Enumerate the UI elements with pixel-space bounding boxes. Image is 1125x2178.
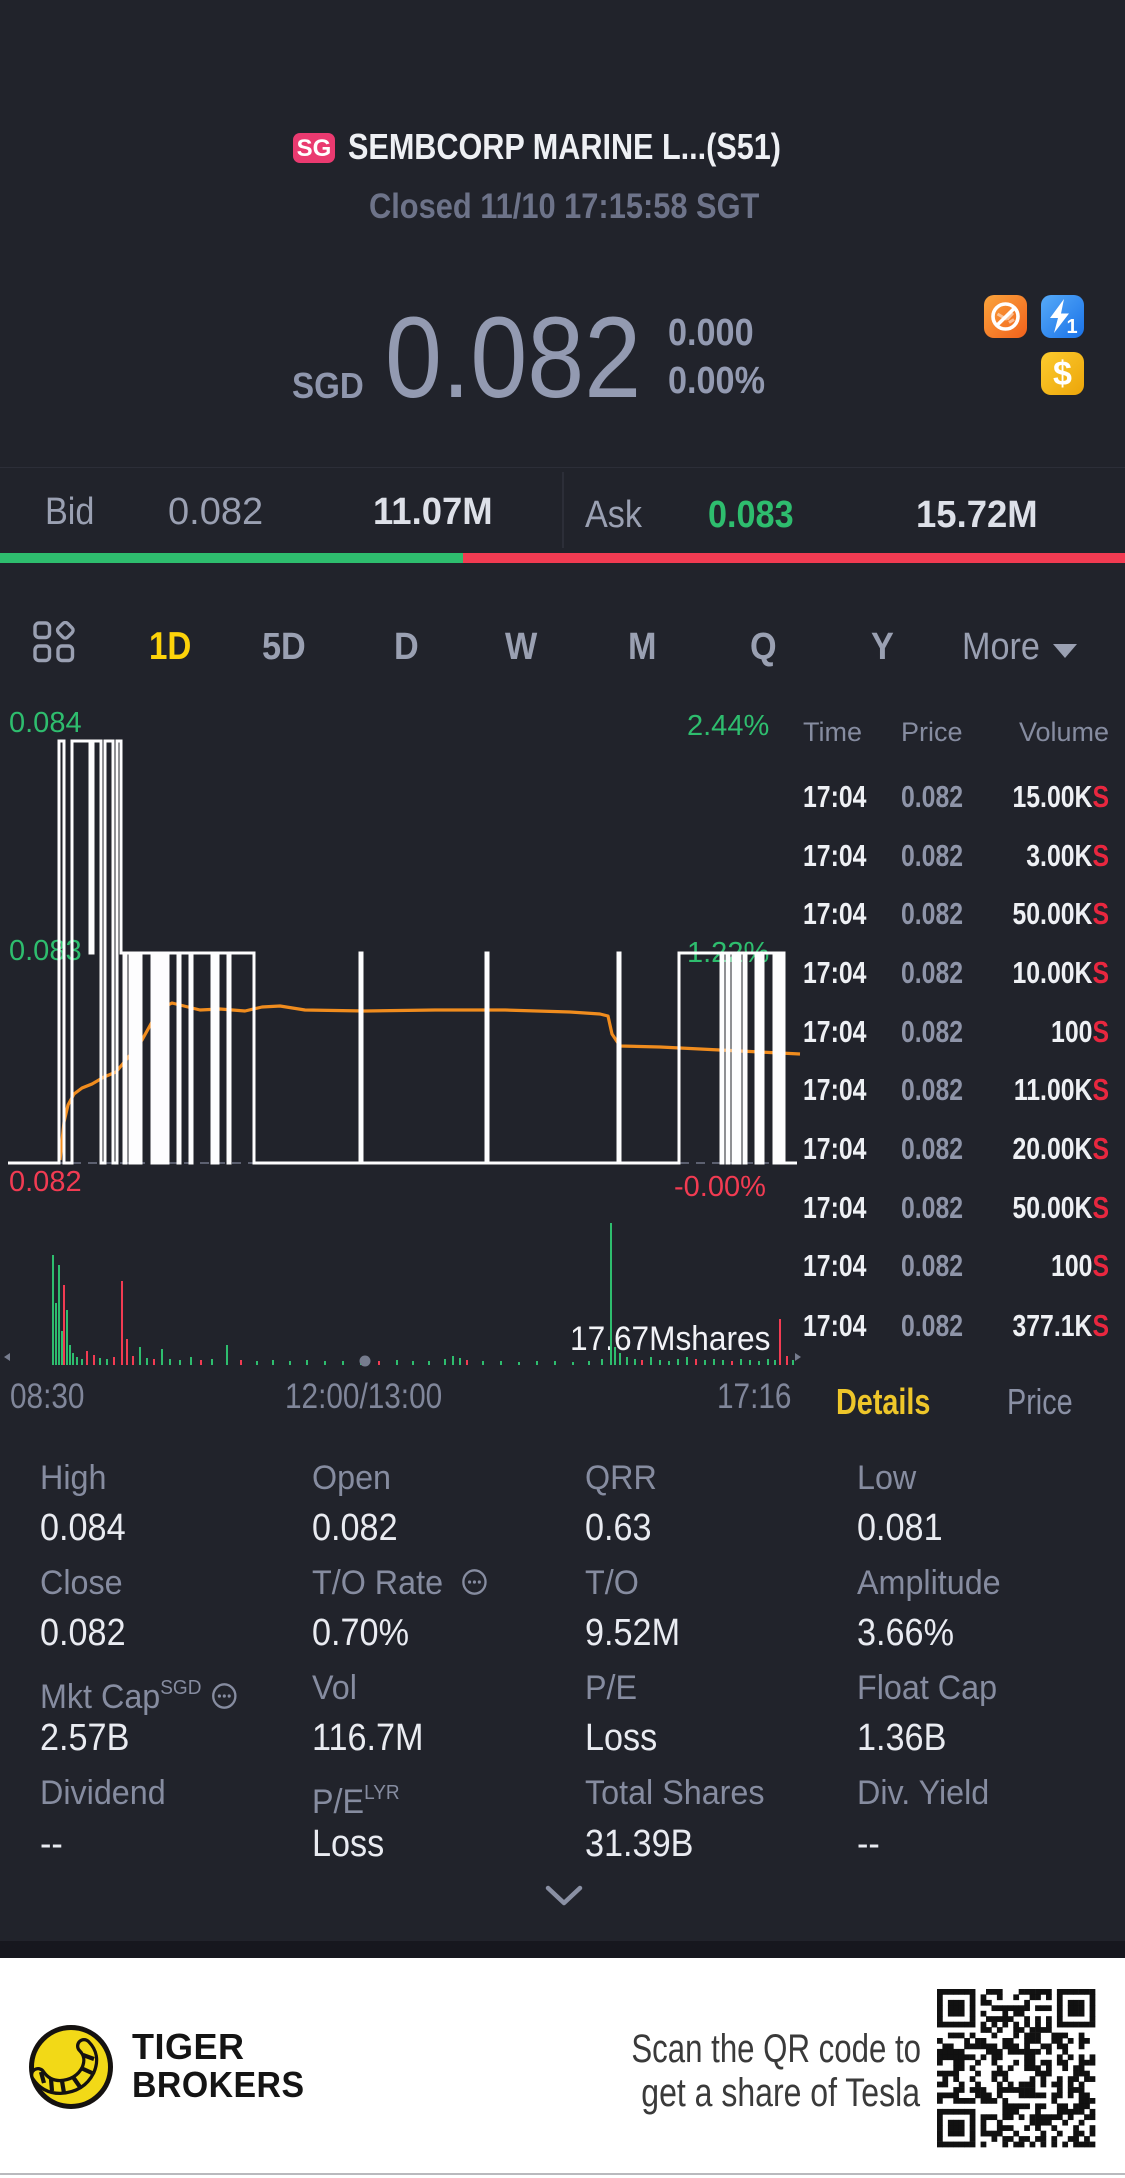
- svg-text:1: 1: [1066, 316, 1077, 338]
- svg-text:$: $: [1053, 355, 1072, 393]
